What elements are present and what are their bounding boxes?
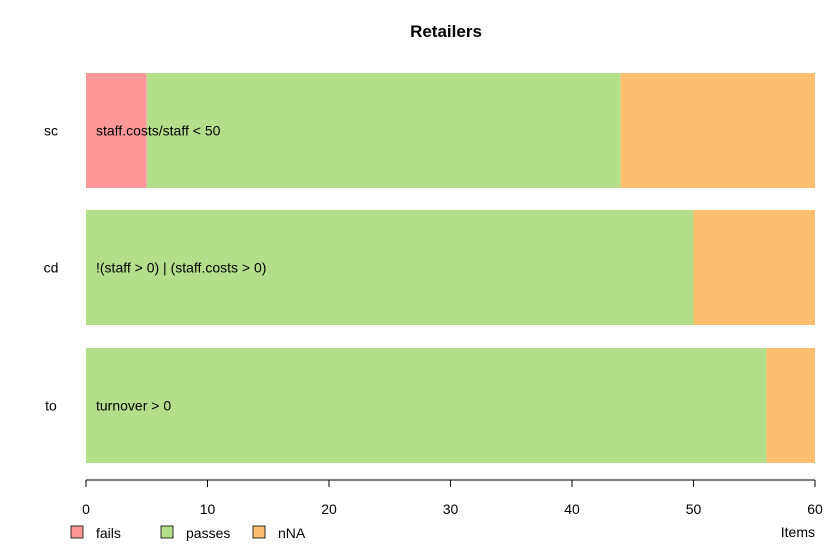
legend-label-passes: passes [186, 525, 230, 541]
legend-swatch-passes [160, 525, 174, 539]
x-tick-label-60: 60 [807, 501, 823, 517]
bar-segment-cd-nNA [693, 210, 815, 325]
rule-labels-layer: staff.costs/staff < 50 !(staff > 0) | (st… [96, 123, 266, 414]
bar-segment-sc-passes [146, 73, 621, 188]
x-axis: 0 10 20 30 40 50 60 [82, 479, 823, 517]
y-axis: sc cd to [44, 123, 59, 414]
legend-label-fails: fails [96, 525, 121, 541]
x-tick-label-10: 10 [200, 501, 216, 517]
bar-segment-to-passes [86, 348, 767, 463]
rule-label-to: turnover > 0 [96, 398, 171, 414]
bars-layer [86, 73, 815, 463]
x-tick-label-20: 20 [321, 501, 337, 517]
bar-segment-to-nNA [766, 348, 815, 463]
x-tick-label-0: 0 [82, 501, 90, 517]
rule-label-cd: !(staff > 0) | (staff.costs > 0) [96, 260, 266, 276]
rule-label-sc: staff.costs/staff < 50 [96, 123, 221, 139]
bar-segment-cd-passes [86, 210, 694, 325]
y-tick-label-to: to [45, 398, 57, 414]
bar-segment-sc-fails [86, 73, 147, 188]
x-tick-label-30: 30 [443, 501, 459, 517]
legend-swatch-nNA [252, 525, 266, 539]
x-tick-label-50: 50 [686, 501, 702, 517]
chart-title: Retailers [410, 22, 482, 41]
legend-label-nNA: nNA [278, 525, 306, 541]
x-tick-label-40: 40 [564, 501, 580, 517]
y-tick-label-sc: sc [44, 123, 58, 139]
x-axis-label: Items [781, 524, 815, 540]
legend: fails passes nNA [70, 525, 306, 541]
legend-swatch-fails [70, 525, 84, 539]
y-tick-label-cd: cd [44, 260, 59, 276]
bar-segment-sc-nNA [620, 73, 815, 188]
